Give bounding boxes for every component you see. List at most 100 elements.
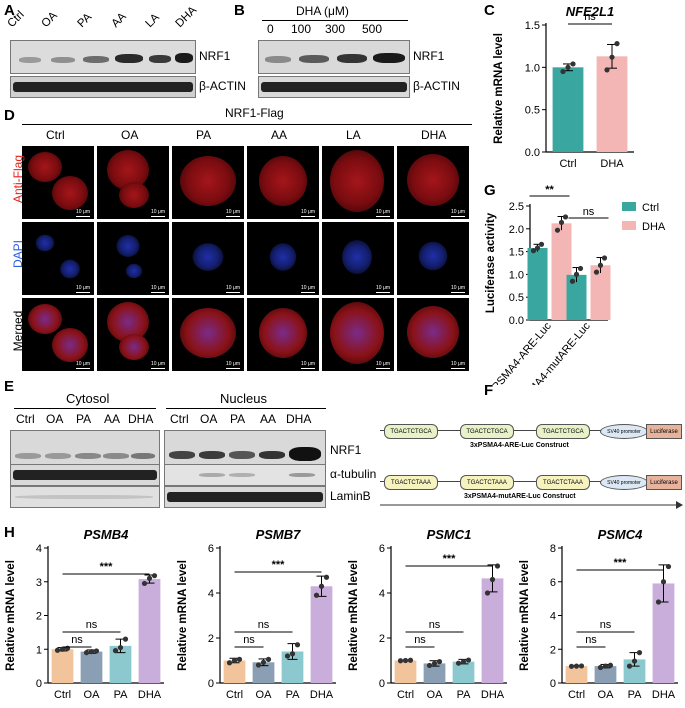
- micrograph-tile: 10 μm: [397, 298, 469, 371]
- row-label-flag: Anti-Flag: [11, 154, 25, 204]
- data-point: [93, 648, 100, 654]
- y-tick-label: 1.0: [509, 269, 524, 281]
- data-point: [122, 636, 129, 642]
- data-point: [289, 651, 296, 657]
- micrograph-header: NRF1-Flag: [225, 106, 284, 120]
- data-point: [577, 265, 584, 272]
- cell-shape: [125, 263, 143, 279]
- bar: [281, 651, 304, 683]
- data-point: [565, 64, 571, 70]
- blot-label: NRF1: [413, 49, 445, 63]
- data-point: [570, 61, 576, 67]
- data-point: [141, 580, 148, 587]
- chart-title: NFE2L1: [566, 4, 614, 19]
- x-tick-label: DHA: [652, 689, 676, 701]
- x-tick-label: PA: [114, 689, 129, 701]
- lane-label: OA: [200, 412, 218, 426]
- micrograph-tile: 10 μm: [322, 146, 394, 219]
- micrograph-tile: 10 μm: [97, 222, 169, 295]
- y-tick-label: 4: [379, 588, 385, 600]
- scale-bar: 10 μm: [451, 285, 465, 293]
- chart-title: PSMC1: [427, 527, 472, 542]
- blot-nrf1: [10, 40, 196, 74]
- scale-bar: 10 μm: [226, 361, 240, 369]
- data-point: [397, 658, 404, 664]
- y-tick-label: 6: [379, 543, 385, 555]
- data-point: [554, 227, 561, 233]
- column-label: PA: [196, 128, 212, 142]
- micrograph-tile: 10 μm: [172, 222, 244, 295]
- blot-cyto-tubulin: [10, 464, 160, 486]
- cell-shape: [52, 328, 88, 362]
- cell-shape: [418, 241, 448, 271]
- lane-label: AA: [260, 412, 277, 426]
- scale-bar: 10 μm: [451, 361, 465, 369]
- arrow-icon: [380, 501, 683, 509]
- legend-label: DHA: [642, 221, 666, 233]
- y-tick-label: 0.5: [509, 292, 524, 304]
- cell-shape: [342, 239, 372, 275]
- scale-bar: 10 μm: [301, 285, 315, 293]
- column-label: DHA: [421, 128, 447, 142]
- x-tick-label: OA: [256, 689, 273, 701]
- blot-label: NRF1: [330, 443, 362, 457]
- cell-shape: [60, 259, 80, 279]
- data-point: [530, 248, 537, 254]
- scale-bar: 10 μm: [76, 209, 90, 217]
- cell-shape: [259, 156, 307, 206]
- data-point: [146, 575, 153, 581]
- scale-bar: 10 μm: [301, 209, 315, 217]
- lane-label: DHA: [286, 412, 312, 426]
- cell-shape: [180, 156, 236, 206]
- data-point: [562, 214, 569, 220]
- lane-label: OA: [46, 412, 64, 426]
- cell-shape: [28, 304, 62, 334]
- group-label: Nucleus: [220, 391, 267, 406]
- blot-label: β-ACTIN: [413, 79, 460, 93]
- lane-label: AA: [109, 10, 129, 30]
- column-label: LA: [346, 128, 361, 142]
- y-axis-label: Relative mRNA level: [5, 560, 17, 671]
- data-point: [226, 660, 233, 666]
- panel-letter-d: D: [4, 107, 15, 124]
- blot-actin: [258, 76, 410, 98]
- lane-label: 100: [291, 22, 312, 36]
- bar: [481, 578, 504, 683]
- blot-nuc-laminb: [164, 486, 326, 508]
- blot-label: NRF1: [199, 49, 231, 63]
- significance-label: ns: [71, 634, 83, 646]
- data-point: [660, 579, 667, 585]
- cell-shape: [407, 154, 459, 206]
- significance-label: ns: [414, 634, 426, 646]
- bar: [138, 579, 161, 683]
- lane-label: 300: [325, 22, 346, 36]
- micrograph-tile: 10 μm: [247, 146, 319, 219]
- data-point: [573, 663, 580, 669]
- y-tick-label: 3: [36, 577, 42, 589]
- scale-bar: 10 μm: [151, 209, 165, 217]
- micrograph-tile: 10 μm: [97, 298, 169, 371]
- column-label: OA: [121, 128, 139, 142]
- x-tick-label: PA: [286, 689, 301, 701]
- y-tick-label: 0: [36, 678, 42, 690]
- row-label-dapi: DAPI: [11, 240, 25, 269]
- cell-shape: [192, 243, 224, 271]
- chart-g: Luciferase activity0.00.51.01.52.02.53×P…: [484, 184, 666, 385]
- x-tick-label: Ctrl: [54, 689, 71, 701]
- are-box: TGACTCTGCA: [536, 424, 590, 439]
- data-point: [602, 663, 609, 669]
- data-point: [236, 656, 243, 662]
- bar: [590, 265, 611, 320]
- data-point: [83, 650, 90, 656]
- bar: [51, 649, 74, 683]
- chart-h-psmc4: PSMC4 Relative mRNA level 0 2 4 6 8 Ctrl OA PA DHA…: [519, 527, 678, 701]
- bar: [394, 660, 417, 683]
- panel-letter-h: H: [4, 524, 15, 541]
- bar: [594, 666, 617, 683]
- data-point: [88, 649, 95, 655]
- significance-label: ns: [243, 634, 255, 646]
- scale-bar: 10 μm: [76, 285, 90, 293]
- data-point: [255, 662, 262, 668]
- promoter-box: SV40 promoter: [600, 475, 648, 490]
- data-point: [609, 54, 615, 60]
